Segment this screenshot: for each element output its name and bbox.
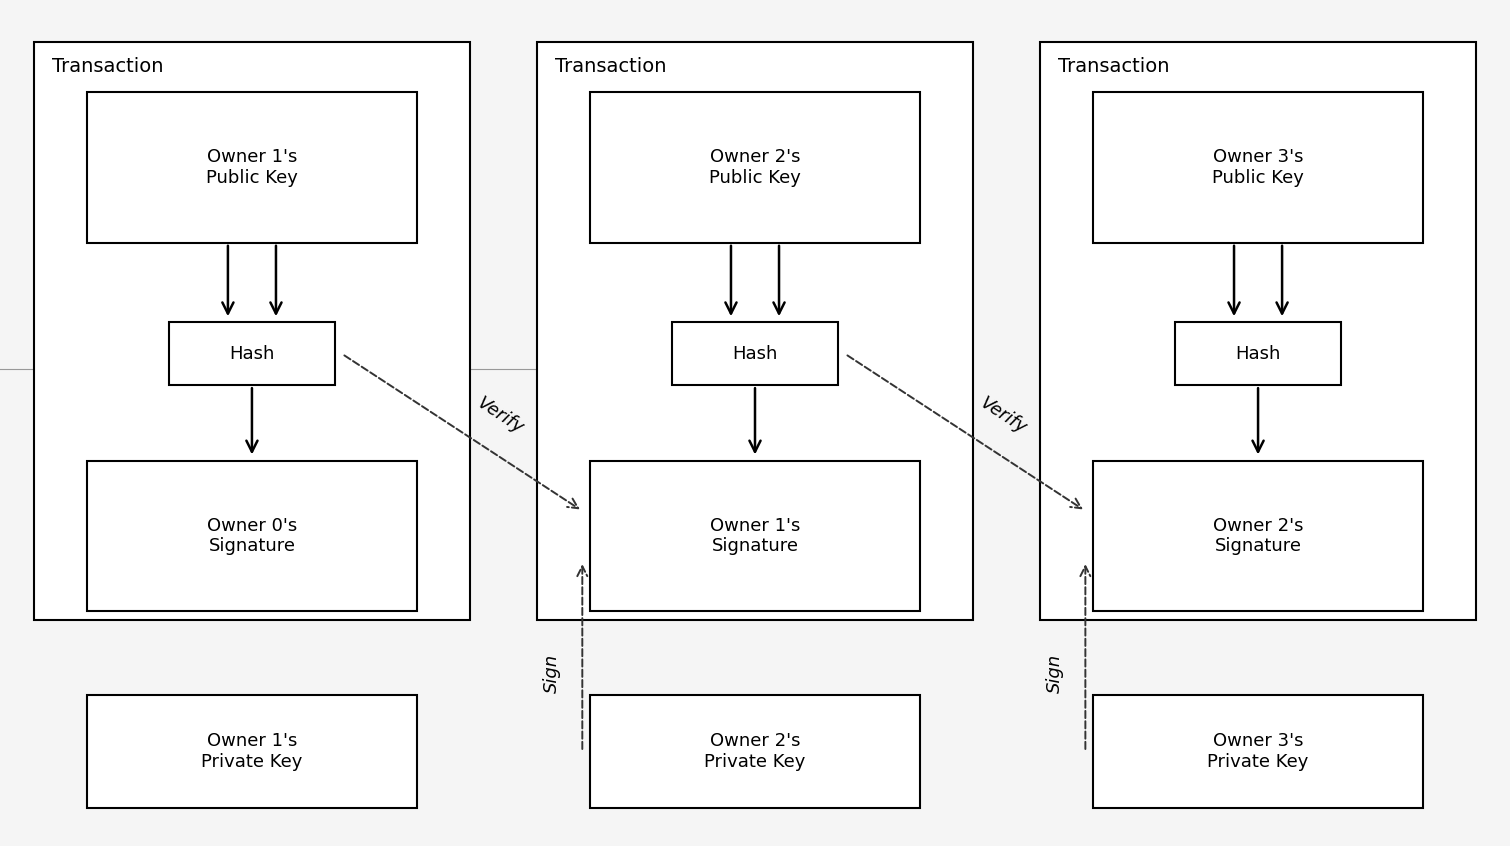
Bar <box>590 695 920 808</box>
Text: Hash: Hash <box>732 345 778 363</box>
Text: Owner 1's
Public Key: Owner 1's Public Key <box>205 148 297 187</box>
Bar <box>1093 695 1424 808</box>
Text: Sign: Sign <box>1046 654 1065 693</box>
Bar <box>86 695 417 808</box>
Text: Owner 1's
Private Key: Owner 1's Private Key <box>201 733 302 772</box>
Text: Transaction: Transaction <box>1059 57 1170 76</box>
Text: Owner 2's
Private Key: Owner 2's Private Key <box>704 733 806 772</box>
Bar <box>590 92 920 243</box>
Text: Owner 2's
Signature: Owner 2's Signature <box>1213 517 1303 556</box>
Bar <box>169 322 335 385</box>
Bar <box>672 322 838 385</box>
Text: Owner 2's
Public Key: Owner 2's Public Key <box>710 148 800 187</box>
Bar <box>538 41 972 620</box>
Bar <box>590 461 920 612</box>
Text: Sign: Sign <box>544 654 562 693</box>
Text: Verify: Verify <box>975 394 1030 437</box>
Text: Hash: Hash <box>1235 345 1280 363</box>
Bar <box>86 92 417 243</box>
Bar <box>1040 41 1475 620</box>
Bar <box>1093 92 1424 243</box>
Text: Owner 0's
Signature: Owner 0's Signature <box>207 517 297 556</box>
Text: Verify: Verify <box>473 394 527 437</box>
Bar <box>86 461 417 612</box>
Text: Transaction: Transaction <box>556 57 667 76</box>
Text: Owner 1's
Signature: Owner 1's Signature <box>710 517 800 556</box>
Text: Hash: Hash <box>230 345 275 363</box>
Text: Owner 3's
Public Key: Owner 3's Public Key <box>1213 148 1305 187</box>
Text: Transaction: Transaction <box>53 57 163 76</box>
Text: Owner 3's
Private Key: Owner 3's Private Key <box>1208 733 1309 772</box>
Bar <box>1093 461 1424 612</box>
Bar <box>35 41 470 620</box>
Bar <box>1175 322 1341 385</box>
